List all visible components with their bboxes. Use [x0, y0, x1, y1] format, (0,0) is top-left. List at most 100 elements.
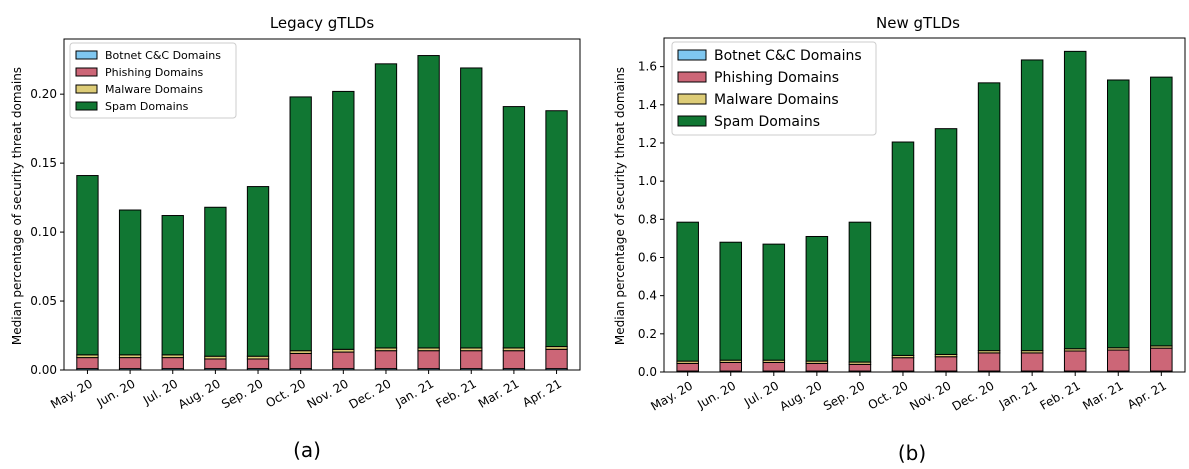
bar-spam-domains-jan-21	[1020, 59, 1044, 352]
y-tick-label: 0.6	[638, 250, 657, 264]
bar-phishing-domains-jan-21	[1020, 352, 1044, 372]
legend-label-phishing-domains: Phishing Domains	[105, 66, 204, 79]
bar-spam-domains-mar-21	[1107, 79, 1130, 349]
bar-spam-domains-jan-21	[417, 55, 440, 349]
x-tick-label: Jun. 20	[694, 378, 738, 411]
bar-spam-domains-jun-20	[719, 241, 743, 361]
chart-new-gtlds: New gTLDs Median percentage of security …	[613, 14, 1186, 465]
y-tick-label: 0.15	[30, 156, 57, 170]
bar-phishing-domains-dec-20	[977, 352, 1001, 372]
bar-spam-domains-feb-21	[460, 67, 483, 349]
x-tick-label: Sep. 20	[219, 376, 265, 411]
panel-label: (a)	[293, 438, 321, 462]
x-tick-label: Dec. 20	[347, 376, 394, 411]
x-tick-label: Jul. 20	[140, 376, 180, 407]
legend: Botnet C&C Domains Phishing Domains Malwar…	[671, 41, 877, 136]
y-tick-label: 0.0	[638, 365, 657, 379]
bar-phishing-domains-feb-21	[460, 350, 483, 370]
bar-phishing-domains-jun-20	[719, 361, 743, 372]
bar-spam-domains-aug-20	[204, 206, 227, 357]
bar-spam-domains-mar-21	[502, 106, 526, 349]
bars-layer	[676, 50, 1173, 373]
legend-label-botnet-c-c-domains: Botnet C&C Domains	[714, 48, 862, 64]
y-ticks: 0.0 0.2 0.4 0.6 0.8 1.0 1.2 1.4 1.6	[638, 60, 664, 379]
x-tick-label: Apr. 21	[1125, 378, 1169, 411]
legend-label-phishing-domains: Phishing Domains	[714, 70, 839, 86]
bar-spam-domains-jun-20	[118, 209, 142, 356]
legend-swatch-botnet-c-c-domains	[75, 50, 98, 60]
bar-phishing-domains-mar-21	[1107, 349, 1130, 372]
bar-spam-domains-apr-21	[1150, 76, 1173, 347]
bar-spam-domains-dec-20	[374, 63, 398, 349]
chart-legacy-gtlds: Legacy gTLDs Median percentage of securi…	[10, 14, 581, 462]
bar-phishing-domains-may-20	[76, 357, 99, 370]
panel-label: (b)	[898, 441, 926, 465]
legend-label-malware-domains: Malware Domains	[105, 83, 203, 96]
legend-swatch-phishing-domains	[75, 67, 98, 77]
x-tick-label: Apr. 21	[520, 376, 564, 409]
bar-phishing-domains-sep-20	[848, 363, 872, 372]
legend-swatch-malware-domains	[75, 84, 98, 94]
y-tick-label: 1.6	[638, 60, 657, 74]
bar-spam-domains-jul-20	[762, 243, 786, 361]
x-tick-label: Nov. 20	[305, 376, 351, 411]
bar-spam-domains-jul-20	[161, 215, 184, 356]
y-tick-label: 0.10	[30, 225, 57, 239]
bar-phishing-domains-oct-20	[289, 352, 312, 370]
bar-phishing-domains-apr-21	[1150, 347, 1173, 372]
bar-spam-domains-sep-20	[848, 221, 872, 363]
bar-phishing-domains-sep-20	[246, 358, 270, 370]
x-tick-label: Mar. 21	[476, 376, 521, 410]
bar-phishing-domains-dec-20	[374, 350, 398, 370]
x-tick-label: Mar. 21	[1080, 378, 1125, 412]
legend-swatch-phishing-domains	[677, 71, 707, 83]
bar-phishing-domains-jul-20	[161, 357, 184, 370]
x-tick-label: May. 20	[648, 378, 695, 413]
bar-phishing-domains-jul-20	[762, 361, 786, 372]
y-tick-label: 0.2	[638, 327, 657, 341]
bar-spam-domains-oct-20	[891, 141, 915, 356]
bar-spam-domains-nov-20	[934, 128, 958, 355]
legend-box	[671, 41, 877, 136]
y-tick-label: 0.8	[638, 212, 657, 226]
y-tick-label: 0.4	[638, 289, 657, 303]
y-ticks: 0.00 0.05 0.10 0.15 0.20	[30, 87, 64, 377]
bar-spam-domains-oct-20	[289, 96, 312, 352]
legend: Botnet C&C Domains Phishing Domains Malwar…	[69, 42, 237, 119]
x-tick-label: Feb. 21	[1037, 378, 1082, 412]
bar-spam-domains-dec-20	[977, 82, 1001, 352]
x-tick-label: Jun. 20	[94, 376, 138, 409]
bar-spam-domains-may-20	[76, 175, 99, 356]
x-tick-label: Feb. 21	[434, 376, 479, 410]
bar-spam-domains-nov-20	[332, 90, 355, 350]
y-axis-label: Median percentage of security threat dom…	[613, 67, 627, 345]
bar-phishing-domains-oct-20	[891, 357, 915, 372]
legend-label-spam-domains: Spam Domains	[714, 114, 820, 130]
x-tick-label: Oct. 20	[866, 378, 911, 412]
y-axis-label: Median percentage of security threat dom…	[10, 67, 24, 345]
bar-phishing-domains-nov-20	[332, 351, 355, 370]
bars-layer	[76, 55, 568, 371]
legend-label-spam-domains: Spam Domains	[105, 100, 189, 113]
x-tick-label: Nov. 20	[907, 378, 953, 413]
chart-title: New gTLDs	[876, 14, 960, 32]
x-tick-label: Aug. 20	[777, 378, 824, 413]
bar-spam-domains-aug-20	[805, 235, 829, 362]
legend-label-malware-domains: Malware Domains	[714, 92, 839, 108]
x-tick-label: Oct. 20	[263, 376, 308, 410]
x-tick-label: Jan. 21	[392, 376, 436, 409]
legend-swatch-malware-domains	[677, 93, 707, 105]
y-tick-label: 0.05	[30, 294, 57, 308]
x-tick-label: Sep. 20	[821, 378, 867, 413]
x-tick-label: Jan. 21	[996, 378, 1040, 411]
bar-phishing-domains-jun-20	[118, 357, 142, 370]
bar-phishing-domains-nov-20	[934, 356, 958, 372]
bar-phishing-domains-may-20	[676, 362, 699, 372]
legend-swatch-spam-domains	[677, 115, 707, 127]
x-tick-label: May. 20	[48, 376, 95, 411]
y-tick-label: 1.0	[638, 174, 657, 188]
legend-swatch-spam-domains	[75, 101, 98, 111]
y-tick-label: 1.2	[638, 136, 657, 150]
